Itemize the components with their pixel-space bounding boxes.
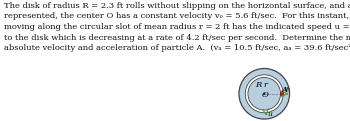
Text: A: A — [281, 86, 288, 94]
Text: O: O — [261, 91, 268, 99]
Text: r: r — [264, 81, 268, 89]
Text: The disk of radius R = 2.3 ft rolls without slipping on the horizontal surface, : The disk of radius R = 2.3 ft rolls with… — [4, 2, 350, 53]
Text: vₒ: vₒ — [284, 85, 291, 93]
Circle shape — [264, 93, 265, 95]
Circle shape — [248, 77, 281, 110]
Text: u: u — [267, 110, 272, 118]
Circle shape — [245, 75, 283, 113]
Circle shape — [239, 68, 289, 119]
Text: R: R — [255, 81, 261, 89]
Bar — [280, 92, 284, 95]
